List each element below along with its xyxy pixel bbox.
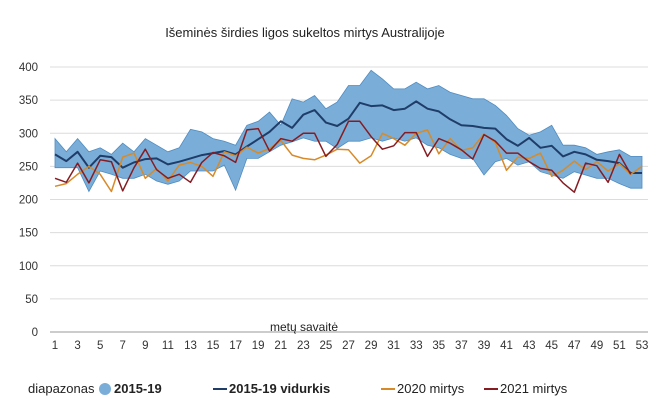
y-tick-label: 300: [19, 128, 38, 140]
y-tick-label: 50: [25, 294, 38, 306]
x-tick-label: 35: [432, 340, 445, 352]
x-tick-label: 17: [229, 340, 242, 352]
y-tick-label: 400: [19, 62, 38, 74]
x-tick-label: 15: [207, 340, 220, 352]
chart-title: Išeminės širdies ligos sukeltos mirtys A…: [165, 25, 445, 40]
series-lines: [54, 100, 643, 193]
legend-range-marker: [99, 383, 111, 395]
x-tick-label: 11: [162, 340, 174, 352]
y-tick-label: 200: [19, 195, 38, 207]
x-tick-label: 45: [545, 340, 558, 352]
range-band: [54, 69, 643, 193]
x-tick-label: 39: [478, 340, 491, 352]
y-tick-label: 150: [19, 228, 38, 240]
legend-label-2020: 2020 mirtys: [397, 381, 465, 396]
x-tick-label: 23: [297, 340, 310, 352]
x-tick-label: 49: [590, 340, 603, 352]
x-tick-label: 53: [636, 340, 649, 352]
y-tick-label: 0: [32, 327, 38, 339]
legend-range-name: 2015-19: [114, 381, 162, 396]
x-tick-label: 27: [342, 340, 355, 352]
x-axis-label: metų savaitė: [270, 320, 338, 334]
x-tick-label: 9: [142, 340, 148, 352]
series-line-2020: [54, 129, 643, 193]
y-tick-label: 350: [19, 95, 38, 107]
x-tick-label: 5: [97, 340, 103, 352]
x-tick-label: 41: [500, 340, 513, 352]
x-tick-label: 29: [365, 340, 378, 352]
legend: diapazonas 2015-19 2015-19 vidurkis 2020…: [28, 381, 568, 396]
x-tick-label: 31: [387, 340, 400, 352]
legend-range-prefix: diapazonas: [28, 381, 95, 396]
x-tick-label: 25: [320, 340, 333, 352]
x-tick-label: 21: [274, 340, 287, 352]
x-tick-label: 3: [74, 340, 80, 352]
x-tick-label: 19: [252, 340, 265, 352]
x-tick-label: 13: [184, 340, 197, 352]
series-line-2021: [54, 120, 632, 193]
x-tick-label: 1: [52, 340, 58, 352]
x-tick-label: 7: [120, 340, 126, 352]
y-tick-label: 100: [19, 261, 38, 273]
y-tick-label: 250: [19, 161, 38, 173]
legend-label-2021: 2021 mirtys: [500, 381, 568, 396]
x-tick-label: 43: [523, 340, 536, 352]
x-tick-label: 37: [455, 340, 468, 352]
legend-label-average: 2015-19 vidurkis: [229, 381, 330, 396]
x-axis: 1 3 5 7 9 11 13 15 17 19 21 23 25 27 29 31 33 35 37 39 41 43 4…: [52, 340, 649, 352]
x-tick-label: 47: [568, 340, 581, 352]
y-axis: 0 50 100 150 200 250 300 350 400: [19, 62, 38, 339]
series-line-average: [54, 100, 642, 174]
x-tick-label: 33: [410, 340, 423, 352]
range-band-area: [54, 69, 643, 193]
x-tick-label: 51: [613, 340, 626, 352]
